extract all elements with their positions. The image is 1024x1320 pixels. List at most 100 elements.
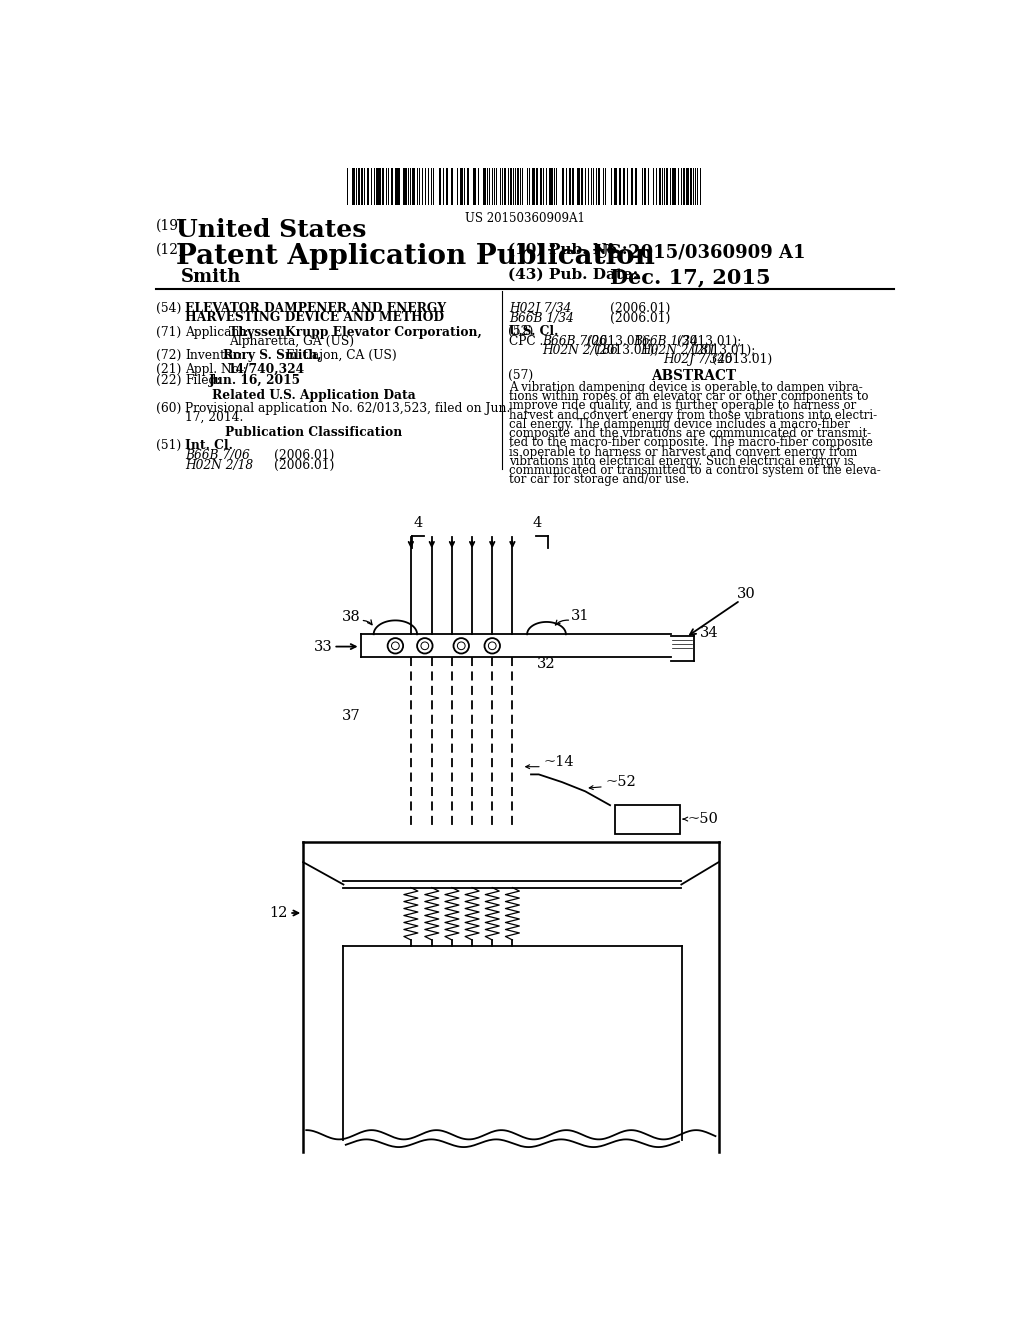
Text: ~52: ~52 (605, 775, 636, 789)
Text: H02N 2/181: H02N 2/181 (640, 345, 716, 356)
Text: Rory S. Smith,: Rory S. Smith, (222, 350, 322, 363)
Text: 33: 33 (313, 640, 333, 653)
Text: (22): (22) (156, 374, 181, 387)
Bar (697, 168, 698, 205)
Text: improve ride quality, and is further operable to harness or: improve ride quality, and is further ope… (509, 400, 856, 412)
Bar (566, 168, 567, 205)
Bar (541, 168, 542, 205)
Text: 32: 32 (537, 656, 555, 671)
Text: (57): (57) (508, 368, 534, 381)
Bar (562, 168, 564, 205)
Bar (652, 168, 654, 205)
Text: vibrations into electrical energy. Such electrical energy is: vibrations into electrical energy. Such … (509, 455, 854, 467)
Bar (474, 168, 476, 205)
Text: Appl. No.:: Appl. No.: (185, 363, 247, 376)
Text: B66B 7/06: B66B 7/06 (543, 335, 607, 347)
Text: (51): (51) (156, 438, 181, 451)
Bar (690, 168, 692, 205)
Bar (358, 168, 359, 205)
Text: 14/740,324: 14/740,324 (227, 363, 304, 376)
Bar (438, 168, 441, 205)
Text: Smith: Smith (180, 268, 241, 285)
Bar (374, 168, 375, 205)
Bar (445, 168, 449, 205)
Text: Patent Application Publication: Patent Application Publication (176, 243, 655, 271)
Bar (528, 168, 530, 205)
Bar (403, 168, 404, 205)
Text: Inventor:: Inventor: (185, 350, 243, 363)
Bar (406, 168, 407, 205)
Bar (581, 168, 583, 205)
Bar (624, 168, 625, 205)
Text: U.S. Cl.: U.S. Cl. (509, 325, 559, 338)
Text: US 2015/0360909 A1: US 2015/0360909 A1 (593, 243, 806, 261)
Bar (360, 168, 362, 205)
Bar (556, 168, 557, 205)
Bar (367, 168, 369, 205)
Bar (534, 168, 535, 205)
Bar (517, 168, 519, 205)
Text: H02N 2/18: H02N 2/18 (185, 459, 254, 471)
Text: harvest and convert energy from those vibrations into electri-: harvest and convert energy from those vi… (509, 409, 878, 421)
Text: B66B 7/06: B66B 7/06 (185, 449, 250, 462)
Bar (631, 168, 633, 205)
Bar (483, 168, 484, 205)
Text: is operable to harness or harvest and convert energy from: is operable to harness or harvest and co… (509, 446, 857, 458)
Text: 38: 38 (342, 610, 360, 624)
Bar (477, 168, 479, 205)
Text: 4: 4 (532, 516, 542, 531)
Text: Int. Cl.: Int. Cl. (185, 438, 233, 451)
Bar (391, 168, 393, 205)
Text: 4: 4 (414, 516, 423, 531)
Text: H02N 2/186: H02N 2/186 (543, 345, 618, 356)
Text: (10) Pub. No.:: (10) Pub. No.: (508, 243, 628, 257)
Text: (2006.01): (2006.01) (610, 302, 671, 314)
Bar (546, 168, 547, 205)
Text: ELEVATOR DAMPENER AND ENERGY: ELEVATOR DAMPENER AND ENERGY (185, 302, 446, 314)
Text: ~14: ~14 (544, 755, 574, 770)
Bar (413, 168, 415, 205)
Text: 34: 34 (700, 626, 719, 640)
Bar (615, 168, 617, 205)
Text: ABSTRACT: ABSTRACT (651, 368, 736, 383)
Text: (2006.01): (2006.01) (610, 312, 671, 325)
Text: composite and the vibrations are communicated or transmit-: composite and the vibrations are communi… (509, 428, 871, 440)
Bar (504, 168, 506, 205)
Bar (675, 168, 676, 205)
Bar (382, 168, 384, 205)
Text: 12: 12 (269, 906, 288, 920)
Bar (457, 168, 458, 205)
Text: Filed:: Filed: (185, 374, 221, 387)
Text: ted to the macro-fiber composite. The macro-fiber composite: ted to the macro-fiber composite. The ma… (509, 437, 873, 449)
Bar (388, 168, 389, 205)
Text: (2013.01);: (2013.01); (587, 335, 651, 347)
Bar (395, 168, 397, 205)
Bar (644, 168, 646, 205)
Text: tor car for storage and/or use.: tor car for storage and/or use. (509, 474, 689, 486)
Bar (398, 168, 400, 205)
Text: (19): (19) (156, 218, 184, 232)
Text: United States: United States (176, 218, 367, 243)
Text: A vibration dampening device is operable to dampen vibra-: A vibration dampening device is operable… (509, 381, 863, 393)
Bar (664, 168, 665, 205)
Text: (60): (60) (156, 401, 181, 414)
Bar (681, 168, 682, 205)
Bar (346, 168, 348, 205)
Bar (598, 168, 600, 205)
Bar (618, 168, 621, 205)
Bar (579, 168, 580, 205)
Text: (54): (54) (156, 302, 181, 314)
Bar (686, 168, 687, 205)
Text: (2013.01): (2013.01) (713, 354, 772, 366)
Bar (614, 805, 680, 834)
Text: 30: 30 (737, 587, 756, 601)
Text: H02J 7/34: H02J 7/34 (509, 302, 571, 314)
Text: (2006.01): (2006.01) (273, 449, 334, 462)
Bar (642, 168, 643, 205)
Text: Alpharetta, GA (US): Alpharetta, GA (US) (228, 335, 354, 348)
Text: (2013.01);: (2013.01); (594, 345, 658, 356)
Text: tions within ropes of an elevator car or other components to: tions within ropes of an elevator car or… (509, 391, 868, 403)
Bar (572, 168, 574, 205)
Bar (537, 168, 538, 205)
Text: 17, 2014.: 17, 2014. (185, 411, 244, 424)
